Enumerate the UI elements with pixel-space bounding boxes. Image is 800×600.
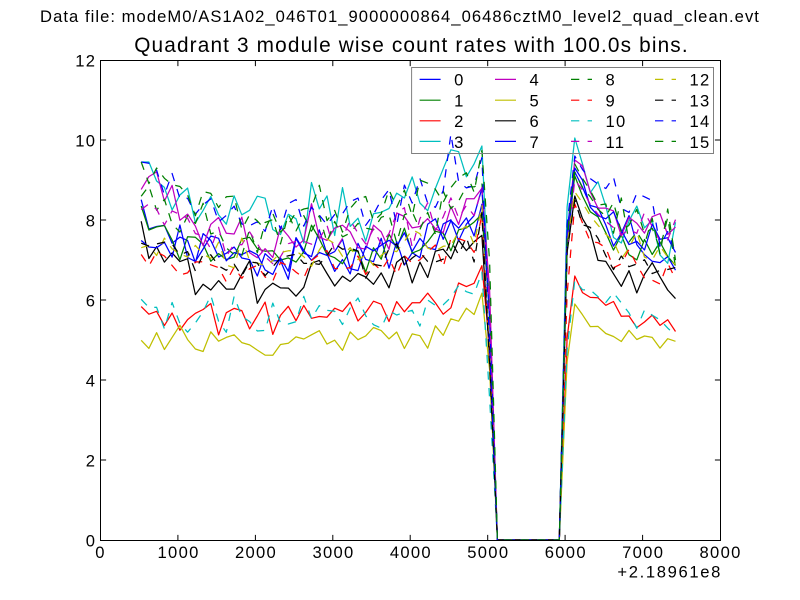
svg-text:8000: 8000 [700,543,742,562]
svg-text:7000: 7000 [622,543,664,562]
svg-text:+2.18961e8: +2.18961e8 [617,563,722,582]
svg-text:8: 8 [86,212,97,231]
svg-text:0: 0 [86,532,97,551]
svg-text:Quadrant 3 module wise count r: Quadrant 3 module wise count rates with … [134,34,689,57]
svg-text:4: 4 [530,71,541,90]
svg-text:10: 10 [75,132,96,151]
svg-text:11: 11 [606,133,626,152]
svg-text:1000: 1000 [158,543,200,562]
svg-text:Data file: modeM0/AS1A02_046T0: Data file: modeM0/AS1A02_046T01_90000008… [40,7,760,26]
svg-text:2: 2 [454,112,465,131]
svg-text:1: 1 [454,91,465,110]
svg-text:2000: 2000 [235,543,277,562]
svg-text:5: 5 [530,91,541,110]
svg-text:7: 7 [530,133,541,152]
svg-text:14: 14 [690,112,711,131]
svg-text:5000: 5000 [467,543,509,562]
svg-text:13: 13 [690,91,711,110]
svg-text:3000: 3000 [312,543,354,562]
svg-text:9: 9 [606,91,617,110]
svg-text:6000: 6000 [545,543,587,562]
svg-text:4000: 4000 [390,543,432,562]
svg-text:8: 8 [606,71,617,90]
svg-text:15: 15 [690,133,711,152]
svg-text:0: 0 [95,543,106,562]
svg-text:6: 6 [530,112,541,131]
svg-text:4: 4 [86,372,97,391]
svg-text:2: 2 [86,452,97,471]
svg-text:12: 12 [690,71,711,90]
svg-text:6: 6 [86,292,97,311]
svg-text:10: 10 [606,112,627,131]
svg-text:0: 0 [454,71,465,90]
svg-text:3: 3 [454,133,465,152]
svg-text:12: 12 [75,52,96,71]
